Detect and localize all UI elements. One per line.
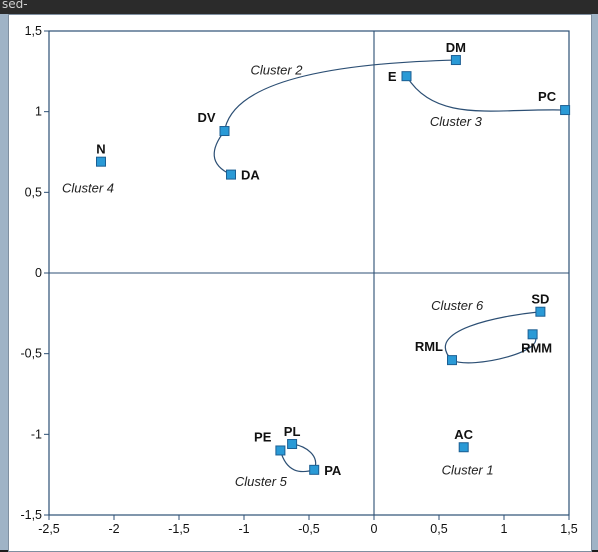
- top-text: sed-: [2, 0, 28, 11]
- point-marker-n: [96, 156, 106, 167]
- point-label-dv: DV: [197, 110, 215, 125]
- cluster-2-curve-b: [223, 59, 456, 132]
- point-label-rmm: RMM: [521, 340, 552, 355]
- top-strip: sed-: [0, 0, 598, 14]
- point-label-rml: RML: [415, 339, 443, 354]
- point-label-sd: SD: [531, 292, 549, 307]
- cluster-label-cluster-3: Cluster 3: [430, 114, 483, 129]
- x-tick-label: -2: [108, 522, 119, 536]
- y-tick-label: -1,5: [20, 508, 42, 522]
- x-tick-label: 0: [371, 522, 378, 536]
- point-label-pl: PL: [284, 424, 301, 439]
- point-marker-ac: [458, 442, 469, 453]
- cluster-label-cluster-1: Cluster 1: [442, 463, 494, 478]
- x-tick-label: 0,5: [430, 522, 447, 536]
- point-marker-pa: [309, 464, 320, 475]
- cluster-6-curve-b: [451, 333, 537, 364]
- x-tick-label: -0,5: [298, 522, 320, 536]
- scatter-chart: -2,5 -2 -1,5 -1 -0,5 0 0,5 1 1,5 1,5 1 0,5 0 -0,5 -1 -1…: [20, 24, 577, 536]
- cluster-6-curve-a: [444, 311, 541, 361]
- point-marker-rml: [447, 355, 457, 366]
- cluster-5-curve-a: [279, 450, 315, 473]
- x-tick-label: 1: [501, 522, 508, 536]
- point-label-pa: PA: [324, 463, 342, 478]
- cluster-label-cluster-6: Cluster 6: [431, 298, 484, 313]
- x-tick-label: -2,5: [38, 522, 60, 536]
- point-marker-e: [401, 71, 412, 82]
- point-marker-da: [226, 169, 236, 180]
- cluster-3-curve: [405, 75, 566, 112]
- point-label-pe: PE: [254, 429, 272, 444]
- point-marker-sd: [535, 306, 546, 317]
- cluster-label-cluster-4: Cluster 4: [62, 180, 114, 195]
- point-marker-dv: [219, 126, 230, 137]
- point-label-pc: PC: [538, 89, 557, 104]
- cluster-label-cluster-2: Cluster 2: [250, 63, 303, 78]
- point-marker-pe: [275, 445, 286, 456]
- point-marker-dm: [450, 55, 461, 66]
- y-tick-label: 0: [35, 266, 42, 280]
- point-label-e: E: [388, 69, 397, 84]
- y-tick-label: -0,5: [20, 347, 42, 361]
- cluster-2-curve-a: [213, 130, 232, 176]
- point-label-dm: DM: [446, 40, 466, 55]
- cluster-label-cluster-5: Cluster 5: [235, 474, 288, 489]
- point-marker-pc: [560, 105, 571, 116]
- y-tick-label: 1: [35, 105, 42, 119]
- x-tick-label: -1,5: [168, 522, 190, 536]
- chart-panel: -2,5 -2 -1,5 -1 -0,5 0 0,5 1 1,5 1,5 1 0,5 0 -0,5 -1 -1…: [8, 14, 592, 552]
- y-tick-label: 0,5: [25, 185, 42, 199]
- point-marker-rmm: [527, 329, 538, 340]
- y-tick-label: -1: [31, 427, 42, 441]
- point-label-n: N: [96, 142, 105, 157]
- point-label-da: DA: [241, 168, 260, 183]
- point-marker-pl: [287, 439, 298, 450]
- x-tick-label: -1: [238, 522, 249, 536]
- x-tick-label: 1,5: [560, 522, 577, 536]
- point-label-ac: AC: [454, 427, 473, 442]
- y-tick-label: 1,5: [25, 24, 42, 38]
